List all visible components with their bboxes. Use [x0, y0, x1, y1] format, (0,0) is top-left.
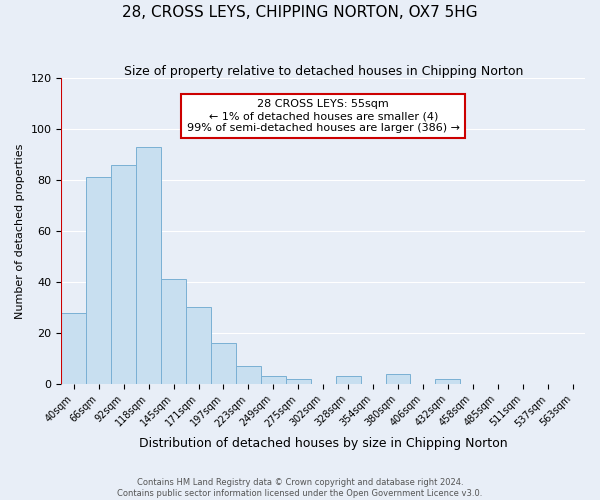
Bar: [211, 343, 236, 384]
Bar: [335, 376, 361, 384]
Bar: [161, 280, 186, 384]
Bar: [61, 312, 86, 384]
Y-axis label: Number of detached properties: Number of detached properties: [15, 144, 25, 318]
Title: Size of property relative to detached houses in Chipping Norton: Size of property relative to detached ho…: [124, 65, 523, 78]
Bar: [386, 374, 410, 384]
Bar: [86, 178, 111, 384]
Text: Contains HM Land Registry data © Crown copyright and database right 2024.
Contai: Contains HM Land Registry data © Crown c…: [118, 478, 482, 498]
Bar: [286, 379, 311, 384]
Bar: [136, 147, 161, 384]
Bar: [436, 379, 460, 384]
Bar: [236, 366, 261, 384]
Bar: [186, 308, 211, 384]
Bar: [111, 164, 136, 384]
Bar: [261, 376, 286, 384]
X-axis label: Distribution of detached houses by size in Chipping Norton: Distribution of detached houses by size …: [139, 437, 508, 450]
Text: 28, CROSS LEYS, CHIPPING NORTON, OX7 5HG: 28, CROSS LEYS, CHIPPING NORTON, OX7 5HG: [122, 5, 478, 20]
Text: 28 CROSS LEYS: 55sqm
← 1% of detached houses are smaller (4)
99% of semi-detache: 28 CROSS LEYS: 55sqm ← 1% of detached ho…: [187, 100, 460, 132]
